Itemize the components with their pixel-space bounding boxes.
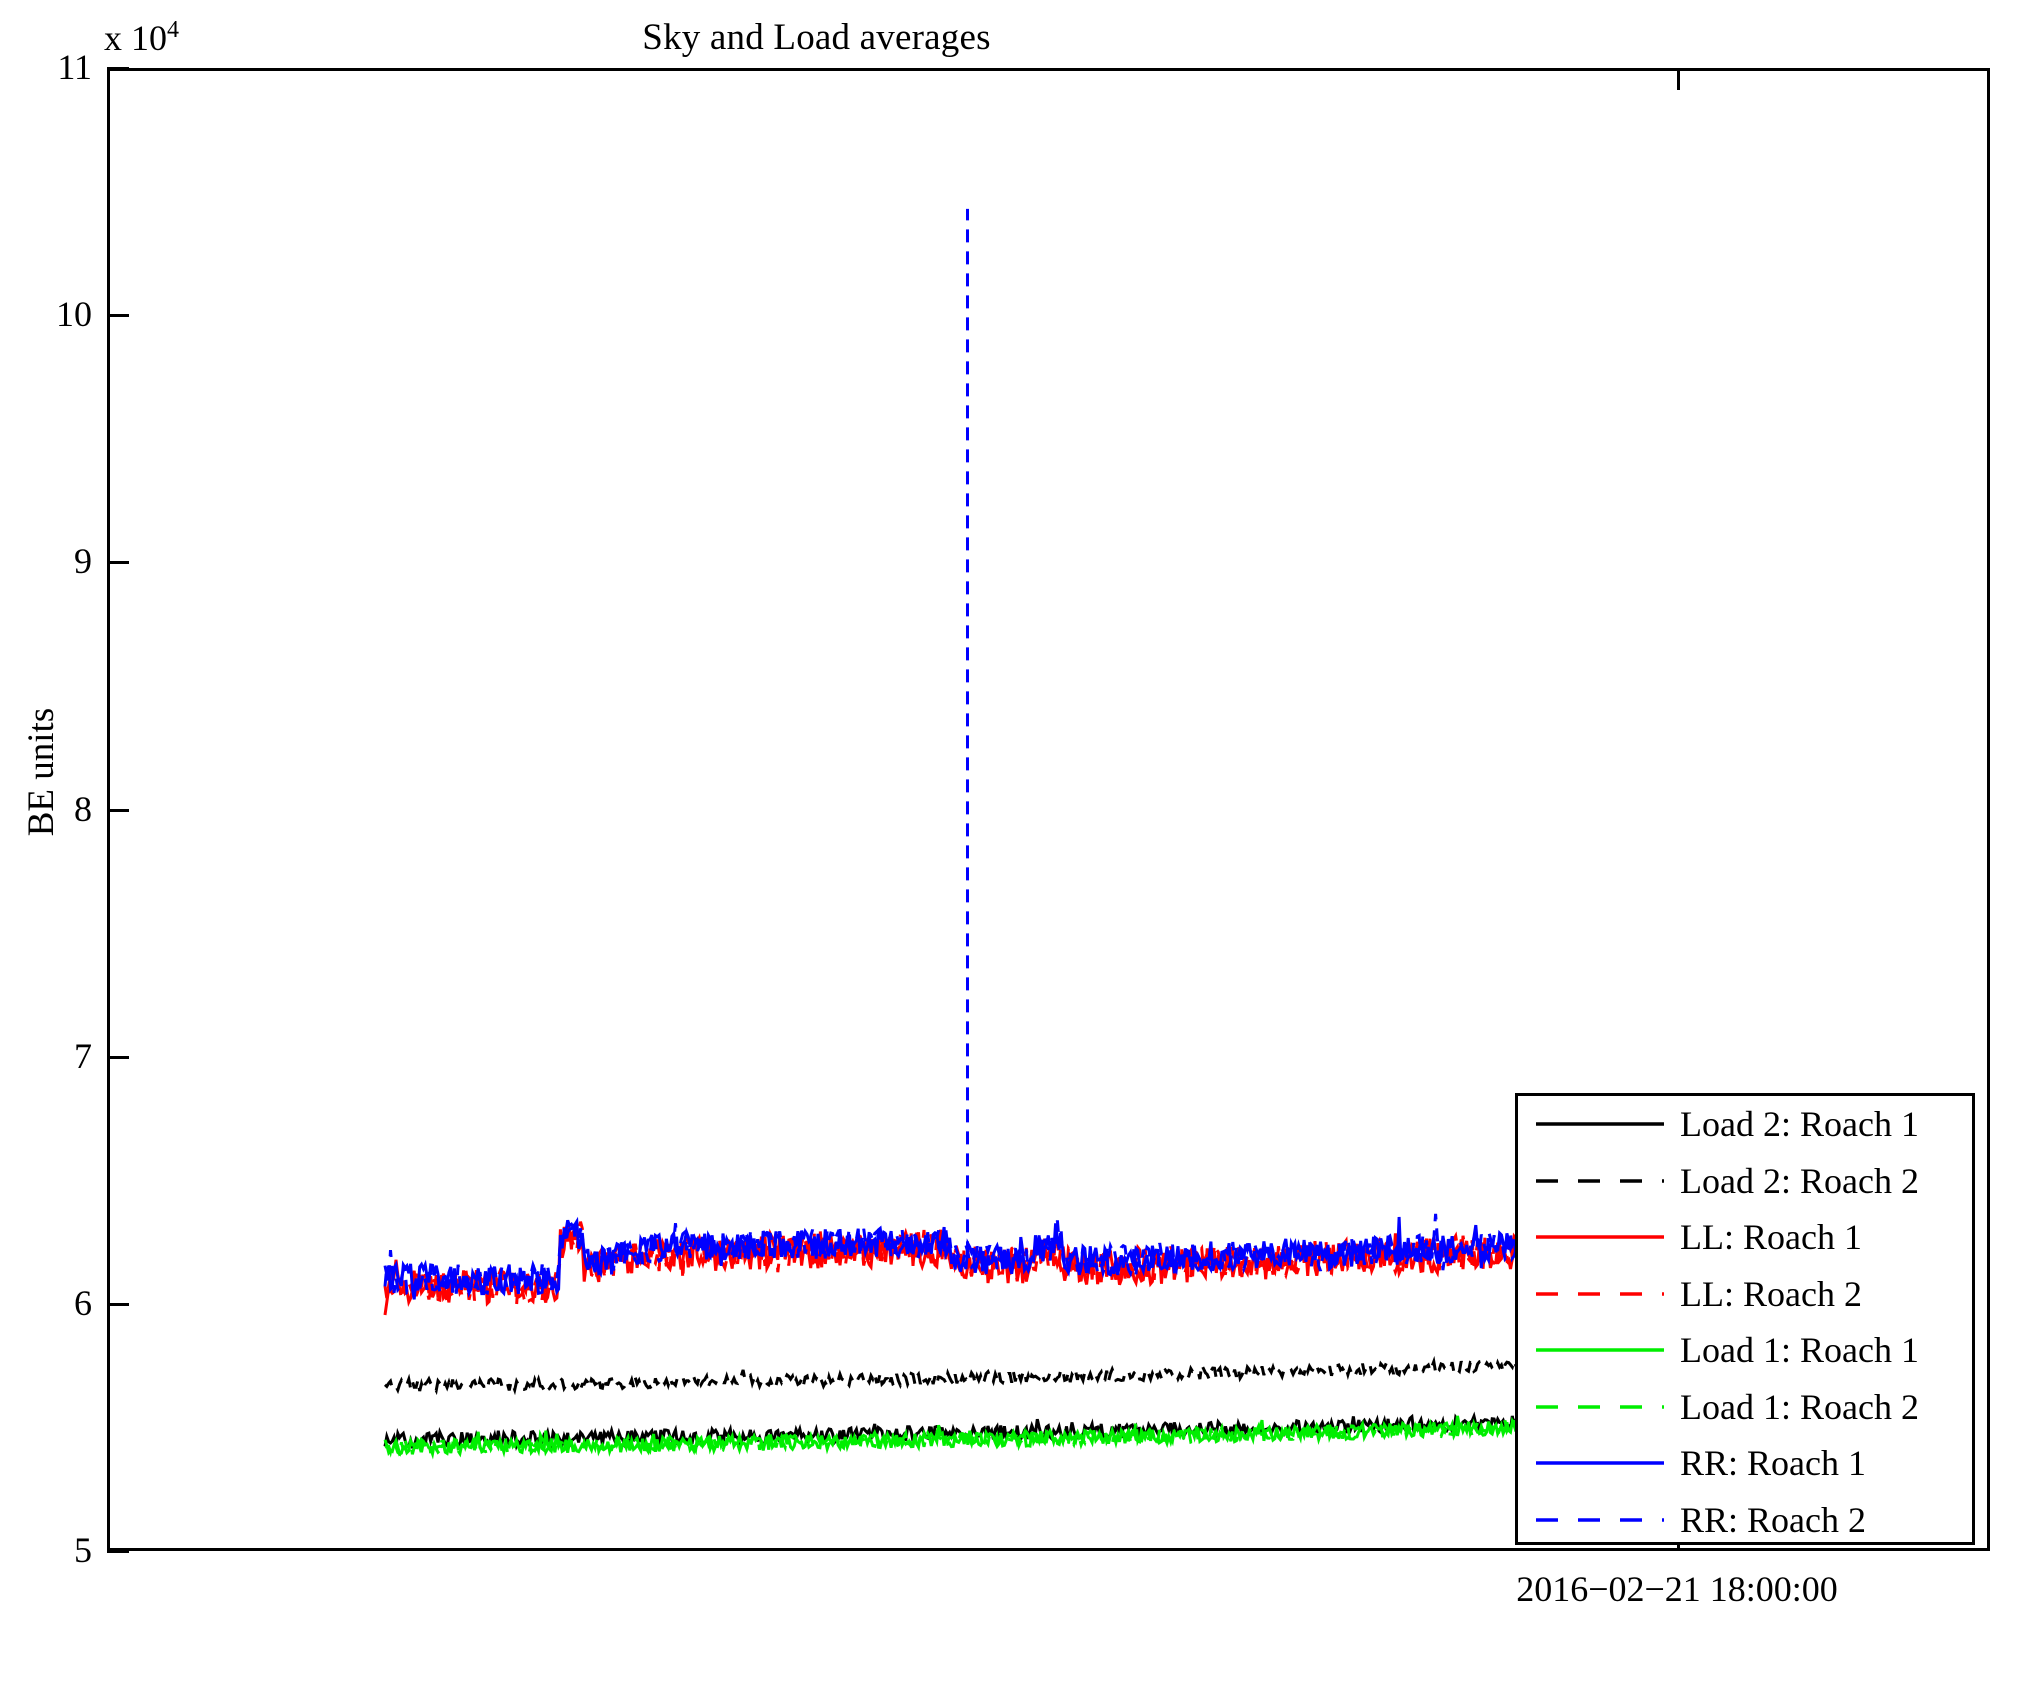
legend-item[interactable]: LL: Roach 1 (1518, 1209, 1972, 1266)
legend-item[interactable]: RR: Roach 1 (1518, 1435, 1972, 1492)
y-axis-tick-mark (107, 1302, 129, 1306)
y-axis-tick-label: 6 (74, 1282, 92, 1323)
legend-line-sample (1534, 1096, 1666, 1152)
y-axis-exponent-base: x 10 (104, 18, 167, 58)
y-axis-tick-mark (107, 1055, 129, 1059)
legend-item-label: Load 2: Roach 1 (1680, 1104, 1919, 1145)
data-series-line (383, 1411, 1518, 1452)
legend-line-sample (1534, 1153, 1666, 1209)
x-axis-tick-label: 2016−02−21 18:00:00 (1516, 1569, 1838, 1609)
y-axis-tick-labels: 5 6 7 8 9 10 11 (0, 0, 92, 1683)
legend-line-sample (1534, 1435, 1666, 1491)
legend-item[interactable]: RR: Roach 2 (1518, 1492, 1972, 1549)
legend-line-sample (1534, 1379, 1666, 1435)
y-axis-tick-label: 8 (74, 788, 92, 829)
y-axis-tick-label: 11 (57, 47, 92, 87)
legend-item[interactable]: Load 2: Roach 2 (1518, 1153, 1972, 1210)
y-axis-title: BE units (21, 707, 62, 837)
y-axis-tick-label: 7 (74, 1035, 92, 1076)
legend-line-sample (1534, 1492, 1666, 1548)
y-axis-tick-mark (107, 561, 129, 565)
legend-item-label: LL: Roach 2 (1680, 1273, 1862, 1314)
legend-item[interactable]: Load 2: Roach 1 (1518, 1096, 1972, 1153)
legend-item-label: Load 1: Roach 1 (1680, 1330, 1919, 1371)
legend-line-sample (1534, 1209, 1666, 1265)
data-series-line (383, 1213, 1518, 1297)
y-axis-exponent-label: x 104 (104, 18, 179, 58)
data-series-line (384, 1355, 1518, 1396)
legend-item[interactable]: LL: Roach 2 (1518, 1266, 1972, 1323)
plot-data-area (383, 208, 1518, 1460)
y-axis-tick-mark (107, 808, 129, 812)
legend-line-sample (1534, 1322, 1666, 1378)
x-axis-tick-mark (1677, 68, 1680, 90)
legend-line-sample (1534, 1266, 1666, 1322)
y-axis-tick-mark (107, 314, 129, 318)
y-axis-tick-mark (107, 67, 129, 70)
data-series-line (384, 1417, 1517, 1458)
legend-item[interactable]: Load 1: Roach 2 (1518, 1379, 1972, 1436)
legend-item-label: RR: Roach 1 (1680, 1443, 1866, 1484)
y-axis-tick-label: 5 (74, 1530, 92, 1570)
legend-item-label: Load 2: Roach 2 (1680, 1160, 1919, 1201)
data-series-line (383, 1216, 1518, 1300)
y-axis-tick-mark (107, 1550, 129, 1553)
legend: Load 2: Roach 1 Load 2: Roach 2 LL: Roach … (1515, 1093, 1975, 1545)
y-axis-tick-label: 10 (56, 294, 92, 335)
legend-item[interactable]: Load 1: Roach 1 (1518, 1322, 1972, 1379)
legend-item-label: RR: Roach 2 (1680, 1499, 1866, 1540)
legend-item-label: LL: Roach 1 (1680, 1217, 1862, 1258)
legend-item-label: Load 1: Roach 2 (1680, 1386, 1919, 1427)
chart-title: Sky and Load averages (642, 17, 991, 58)
data-series-line (383, 1415, 1518, 1460)
y-axis-exponent-power: 4 (167, 17, 179, 43)
y-axis-tick-label: 9 (74, 541, 92, 582)
